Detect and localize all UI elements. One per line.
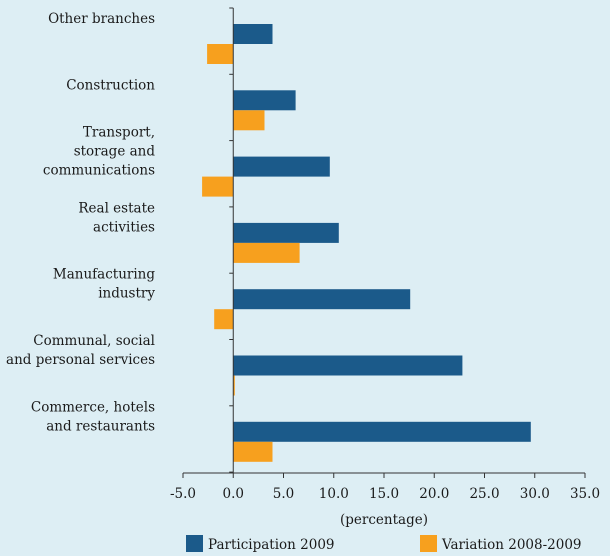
- legend-label-1: Variation 2008-2009: [441, 537, 582, 553]
- variation-bar-5: [233, 375, 235, 396]
- category-label-line: communications: [43, 163, 155, 179]
- participation-bar-4: [233, 289, 411, 310]
- participation-bar-5: [233, 355, 463, 376]
- category-label-line: Commerce, hotels: [31, 399, 155, 415]
- category-label-line: Real estate: [78, 200, 155, 216]
- x-tick-label: 5.0: [273, 486, 294, 502]
- category-label-6: Commerce, hotels and restaurants: [31, 399, 155, 434]
- participation-bar-1: [233, 90, 296, 111]
- category-label-4: Manufacturing industry: [53, 267, 155, 302]
- x-tick-label: -5.0: [170, 486, 196, 502]
- category-label-5: Communal, social and personal services: [6, 333, 155, 368]
- category-label-line: activities: [93, 219, 155, 235]
- x-tick-label: 0.0: [223, 486, 244, 502]
- legend-swatch-1: [420, 535, 437, 552]
- category-label-line: storage and: [74, 144, 156, 160]
- x-tick-label: 15.0: [369, 486, 399, 502]
- legend-swatch-0: [186, 535, 203, 552]
- x-tick-label: 10.0: [319, 486, 349, 502]
- category-label-line: and personal services: [6, 352, 155, 368]
- participation-bar-2: [233, 156, 330, 177]
- x-tick-label: 20.0: [419, 486, 449, 502]
- legend: Participation 2009 Variation 2008-2009: [186, 535, 582, 553]
- category-label-line: Manufacturing: [53, 267, 155, 283]
- variation-bar-6: [233, 441, 273, 462]
- x-tick-labels: -5.0 0.0 5.0 10.0 15.0 20.0 25.0 30.0 35.0: [170, 486, 600, 502]
- variation-bar-0: [207, 44, 234, 64]
- category-label-line: industry: [98, 286, 155, 302]
- category-label-line: Transport,: [83, 125, 155, 141]
- x-axis-label: (percentage): [340, 512, 428, 528]
- variation-bar-3: [233, 242, 300, 263]
- category-label-0: Other branches: [48, 11, 155, 27]
- x-tick-label: 35.0: [570, 486, 600, 502]
- category-label-line: and restaurants: [46, 418, 155, 434]
- category-label-line: Construction: [66, 77, 155, 93]
- category-label-line: Other branches: [48, 11, 155, 27]
- variation-bar-2: [202, 176, 234, 197]
- category-label-1: Construction: [66, 77, 155, 93]
- category-label-line: Communal, social: [33, 333, 155, 349]
- participation-bar-3: [233, 222, 339, 243]
- participation-bar-6: [233, 421, 531, 442]
- legend-label-0: Participation 2009: [208, 537, 335, 553]
- variation-bar-4: [214, 309, 234, 330]
- variation-bar-1: [233, 110, 265, 131]
- x-tick-label: 30.0: [520, 486, 550, 502]
- bars: [202, 24, 531, 462]
- axes: [182, 7, 586, 478]
- participation-bar-0: [233, 24, 273, 44]
- category-label-2: Transport, storage and communications: [43, 125, 155, 179]
- x-tick-label: 25.0: [469, 486, 499, 502]
- category-labels: Other branches Construction Transport, stor…: [6, 11, 155, 434]
- category-label-3: Real estate activities: [78, 200, 155, 235]
